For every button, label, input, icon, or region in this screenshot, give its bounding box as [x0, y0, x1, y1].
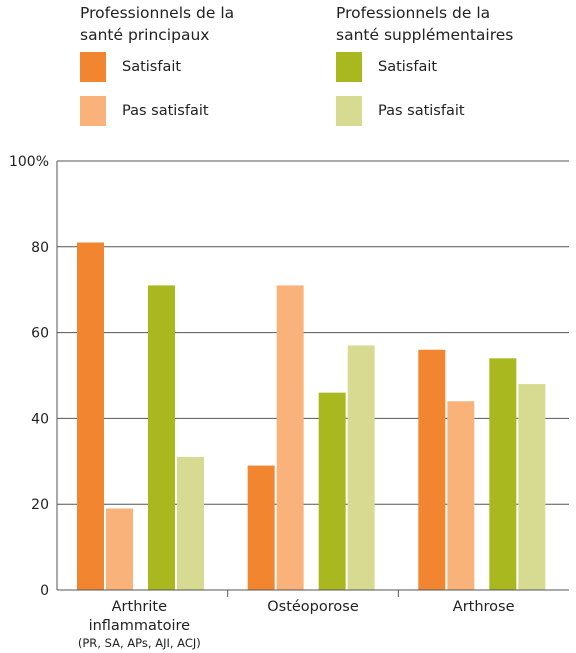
legend-secondary-title-line2: santé supplémentaires [336, 26, 514, 44]
label-layer: 0 20 40 60 80 100% Arthrite inflammatoire (PR, S… [9, 154, 515, 650]
legend-swatch-primary-not-satisfied [80, 96, 106, 126]
bar-2-0 [418, 349, 446, 590]
y-tick-label-80: 80 [31, 240, 49, 256]
legend-primary-title-line2: santé principaux [80, 26, 210, 44]
legend-item-secondary-not-satisfied: Pas satisfait [336, 96, 526, 126]
x-tick-label-0-line2: inflammatoire [89, 618, 191, 634]
x-tick-label-1: Ostéoporose [267, 599, 359, 615]
y-tick-label-100: 100% [9, 154, 49, 170]
legend-label-secondary-not-satisfied: Pas satisfait [378, 103, 465, 119]
bar-1-0 [247, 465, 275, 590]
legend-label-primary-satisfied: Satisfait [122, 59, 182, 75]
bar-1-1 [276, 285, 304, 590]
legend-primary: Professionnels de la santé principaux Sa… [80, 2, 270, 140]
bar-1-3 [347, 345, 375, 590]
bar-2-1 [447, 401, 475, 590]
bar-0-3 [177, 457, 204, 590]
bar-2-3 [518, 384, 546, 590]
legend-label-primary-not-satisfied: Pas satisfait [122, 103, 209, 119]
y-tick-label-60: 60 [31, 326, 49, 342]
legend-swatch-primary-satisfied [80, 52, 106, 82]
bar-layer [77, 242, 546, 590]
bar-0-0 [77, 242, 104, 590]
legend-item-secondary-satisfied: Satisfait [336, 52, 526, 82]
legend-secondary: Professionnels de la santé supplémentair… [336, 2, 526, 140]
y-tick-label-0: 0 [40, 583, 49, 599]
legend-primary-title-line1: Professionnels de la [80, 4, 235, 22]
bar-1-2 [318, 392, 346, 590]
bar-2-2 [489, 358, 517, 590]
legend-primary-title: Professionnels de la santé principaux [80, 2, 270, 46]
bar-0-2 [148, 285, 175, 590]
legend-item-primary-not-satisfied: Pas satisfait [80, 96, 270, 126]
legend-swatch-secondary-not-satisfied [336, 96, 362, 126]
legend-secondary-title: Professionnels de la santé supplémentair… [336, 2, 526, 46]
bar-0-1 [106, 508, 133, 590]
legend-item-primary-satisfied: Satisfait [80, 52, 270, 82]
x-tick-sublabel-0: (PR, SA, APs, AJI, ACJ) [78, 636, 201, 650]
legend-label-secondary-satisfied: Satisfait [378, 59, 438, 75]
axis-layer [56, 161, 569, 597]
y-tick-label-20: 20 [31, 497, 49, 513]
x-tick-label-0-line1: Arthrite [112, 599, 167, 615]
x-tick-label-2: Arthrose [453, 599, 515, 615]
legend-swatch-secondary-satisfied [336, 52, 362, 82]
legend-secondary-title-line1: Professionnels de la [336, 4, 491, 22]
y-tick-label-40: 40 [31, 411, 49, 427]
grid-layer [57, 160, 569, 505]
